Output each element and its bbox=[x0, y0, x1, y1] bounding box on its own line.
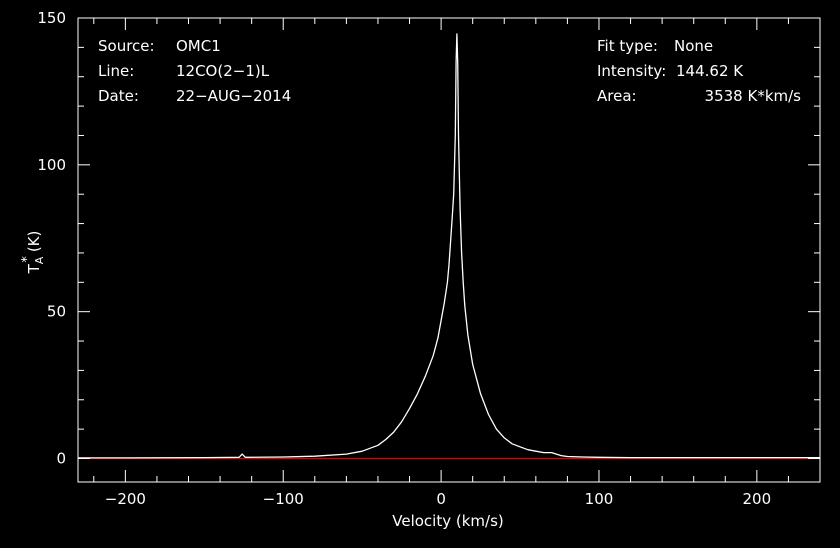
x-tick-label: 0 bbox=[436, 490, 446, 508]
date-value: 22−AUG−2014 bbox=[176, 87, 291, 105]
x-tick-label: 100 bbox=[585, 490, 614, 508]
x-tick-label: −100 bbox=[263, 490, 304, 508]
y-tick-label: 50 bbox=[47, 303, 66, 321]
y-axis-label-main: T bbox=[25, 263, 43, 274]
x-tick-label: −200 bbox=[105, 490, 146, 508]
line-value: 12CO(2−1)L bbox=[176, 62, 270, 80]
date-label: Date: bbox=[98, 87, 139, 105]
area-label: Area: bbox=[597, 87, 637, 105]
area-value: 3538 K*km/s bbox=[705, 87, 802, 105]
intensity-label: Intensity: bbox=[597, 62, 666, 80]
line-label: Line: bbox=[98, 62, 134, 80]
spectrum-line bbox=[78, 33, 820, 459]
y-axis-label-unit: (K) bbox=[25, 231, 43, 253]
svg-text:TA*(K): TA* (K) bbox=[20, 231, 46, 275]
source-label: Source: bbox=[98, 37, 155, 55]
data-layer bbox=[78, 33, 820, 460]
plot-frame bbox=[77, 17, 821, 483]
y-axis-label: TA* (K) bbox=[20, 231, 46, 275]
intensity-value: 144.62 K bbox=[676, 62, 744, 80]
x-axis-label: Velocity (km/s) bbox=[392, 512, 503, 530]
fit-type-value: None bbox=[674, 37, 713, 55]
y-tick-label: 100 bbox=[37, 156, 66, 174]
y-tick-label: 0 bbox=[56, 450, 66, 468]
fit-type-label: Fit type: bbox=[597, 37, 658, 55]
source-value: OMC1 bbox=[176, 37, 221, 55]
y-axis-label-sub: A bbox=[33, 256, 46, 264]
y-tick-label: 150 bbox=[37, 9, 66, 27]
y-axis-label-sup: * bbox=[20, 256, 35, 263]
tick-layer: −200 −100 0 100 200 0 50 100 150 bbox=[37, 9, 821, 508]
x-tick-label: 200 bbox=[743, 490, 772, 508]
